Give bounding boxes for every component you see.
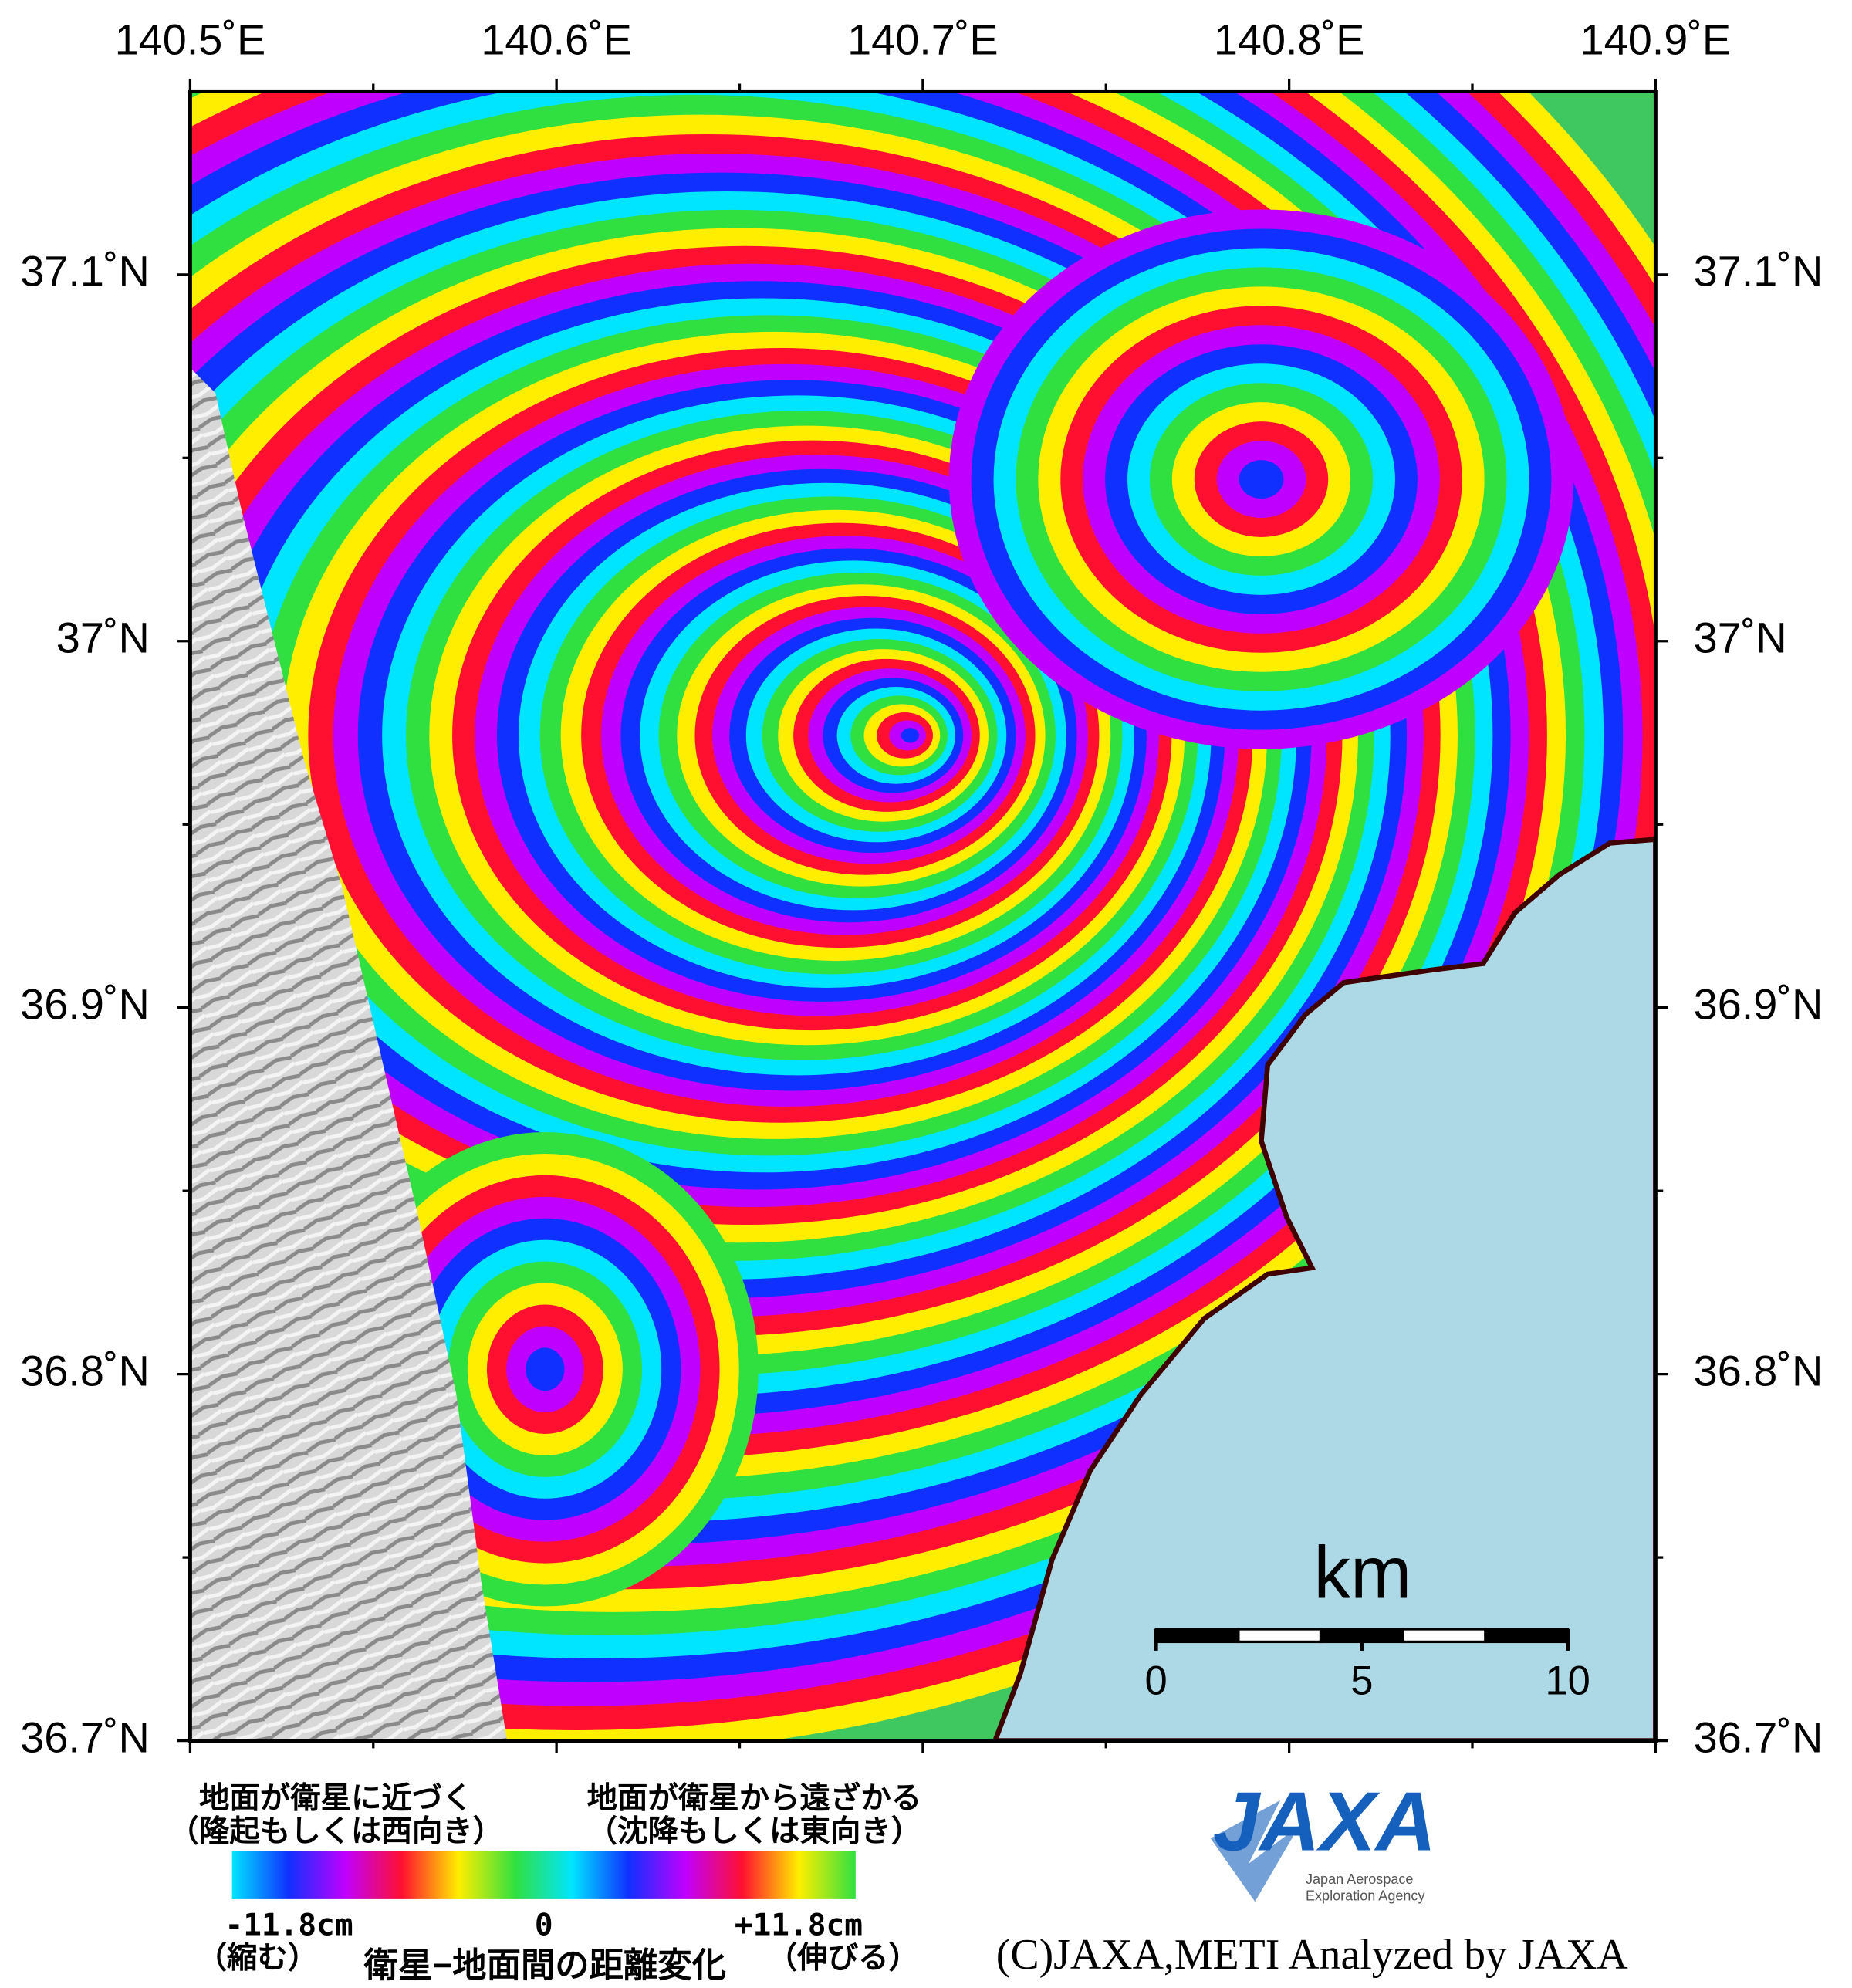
y-tick-label: 37˚N <box>56 614 150 662</box>
y-tick-label-right: 36.7˚N <box>1694 1712 1823 1761</box>
legend: 地面が衛星に近づく （隆起もしくは西向き） 地面が衛星から遠ざかる （沈降もしく… <box>169 1780 922 1984</box>
scale-bar: km 0 5 10 <box>1145 1532 1590 1703</box>
fringe <box>1239 460 1284 499</box>
scale-tick-label: 5 <box>1350 1658 1373 1704</box>
scale-segment <box>1484 1628 1570 1644</box>
y-tick-label: 36.8˚N <box>20 1346 150 1395</box>
logo-line1: Japan Aerospace <box>1306 1871 1413 1887</box>
scale-segment <box>1401 1628 1487 1644</box>
x-tick-label: 140.8˚E <box>1214 15 1365 64</box>
legend-right-note: （伸びる） <box>767 1941 919 1975</box>
sea <box>992 837 1656 1741</box>
scale-tick-label: 10 <box>1545 1658 1590 1704</box>
x-tick-label: 140.9˚E <box>1580 15 1732 64</box>
legend-left-title: 地面が衛星に近づく <box>199 1781 473 1815</box>
legend-caption: 衛星−地面間の距離変化 <box>363 1946 726 1984</box>
scale-segment <box>1154 1628 1240 1644</box>
colorbar-tick-label: -11.8cm <box>225 1908 353 1943</box>
y-tick-label: 36.9˚N <box>20 979 150 1028</box>
y-tick-label-right: 36.9˚N <box>1694 979 1823 1028</box>
fringe <box>901 728 920 743</box>
logo: JAXA Japan Aerospace Exploration Agency <box>1210 1775 1436 1903</box>
x-tick-label: 140.7˚E <box>847 15 999 64</box>
fringe <box>526 1347 565 1391</box>
legend-left-note: （縮む） <box>197 1941 319 1975</box>
logo-line2: Exploration Agency <box>1306 1888 1425 1903</box>
y-tick-label-right: 36.8˚N <box>1694 1346 1823 1395</box>
x-tick-label: 140.6˚E <box>481 15 632 64</box>
overlay <box>190 367 1656 1741</box>
credit: (C)JAXA,METI Analyzed by JAXA <box>996 1931 1628 1979</box>
scale-segment <box>1237 1628 1323 1644</box>
hillshade <box>190 367 508 1741</box>
legend-right-title: 地面が衛星から遠ざかる <box>587 1780 921 1815</box>
colorbar <box>231 1851 856 1899</box>
y-tick-label: 36.7˚N <box>20 1712 150 1761</box>
scale-unit: km <box>1313 1532 1411 1614</box>
y-tick-label: 37.1˚N <box>20 247 150 296</box>
legend-left-subtitle: （隆起もしくは西向き） <box>169 1814 503 1848</box>
scale-tick-label: 0 <box>1145 1658 1168 1704</box>
logo-name: JAXA <box>1213 1775 1436 1868</box>
y-tick-label-right: 37.1˚N <box>1694 247 1823 296</box>
y-tick-label-right: 37˚N <box>1694 614 1787 662</box>
logo-mark <box>1210 1800 1299 1902</box>
legend-right-subtitle: （沈降もしくは東向き） <box>587 1814 921 1848</box>
axes: 140.5˚E 140.6˚E 140.7˚E 140.8˚E 140.9˚E 36.7˚… <box>20 15 1823 1762</box>
interferogram <box>190 91 1656 1741</box>
x-tick-label: 140.5˚E <box>115 15 266 64</box>
colorbar-tick-label: +11.8cm <box>735 1908 863 1943</box>
colorbar-tick-label: 0 <box>535 1908 553 1943</box>
